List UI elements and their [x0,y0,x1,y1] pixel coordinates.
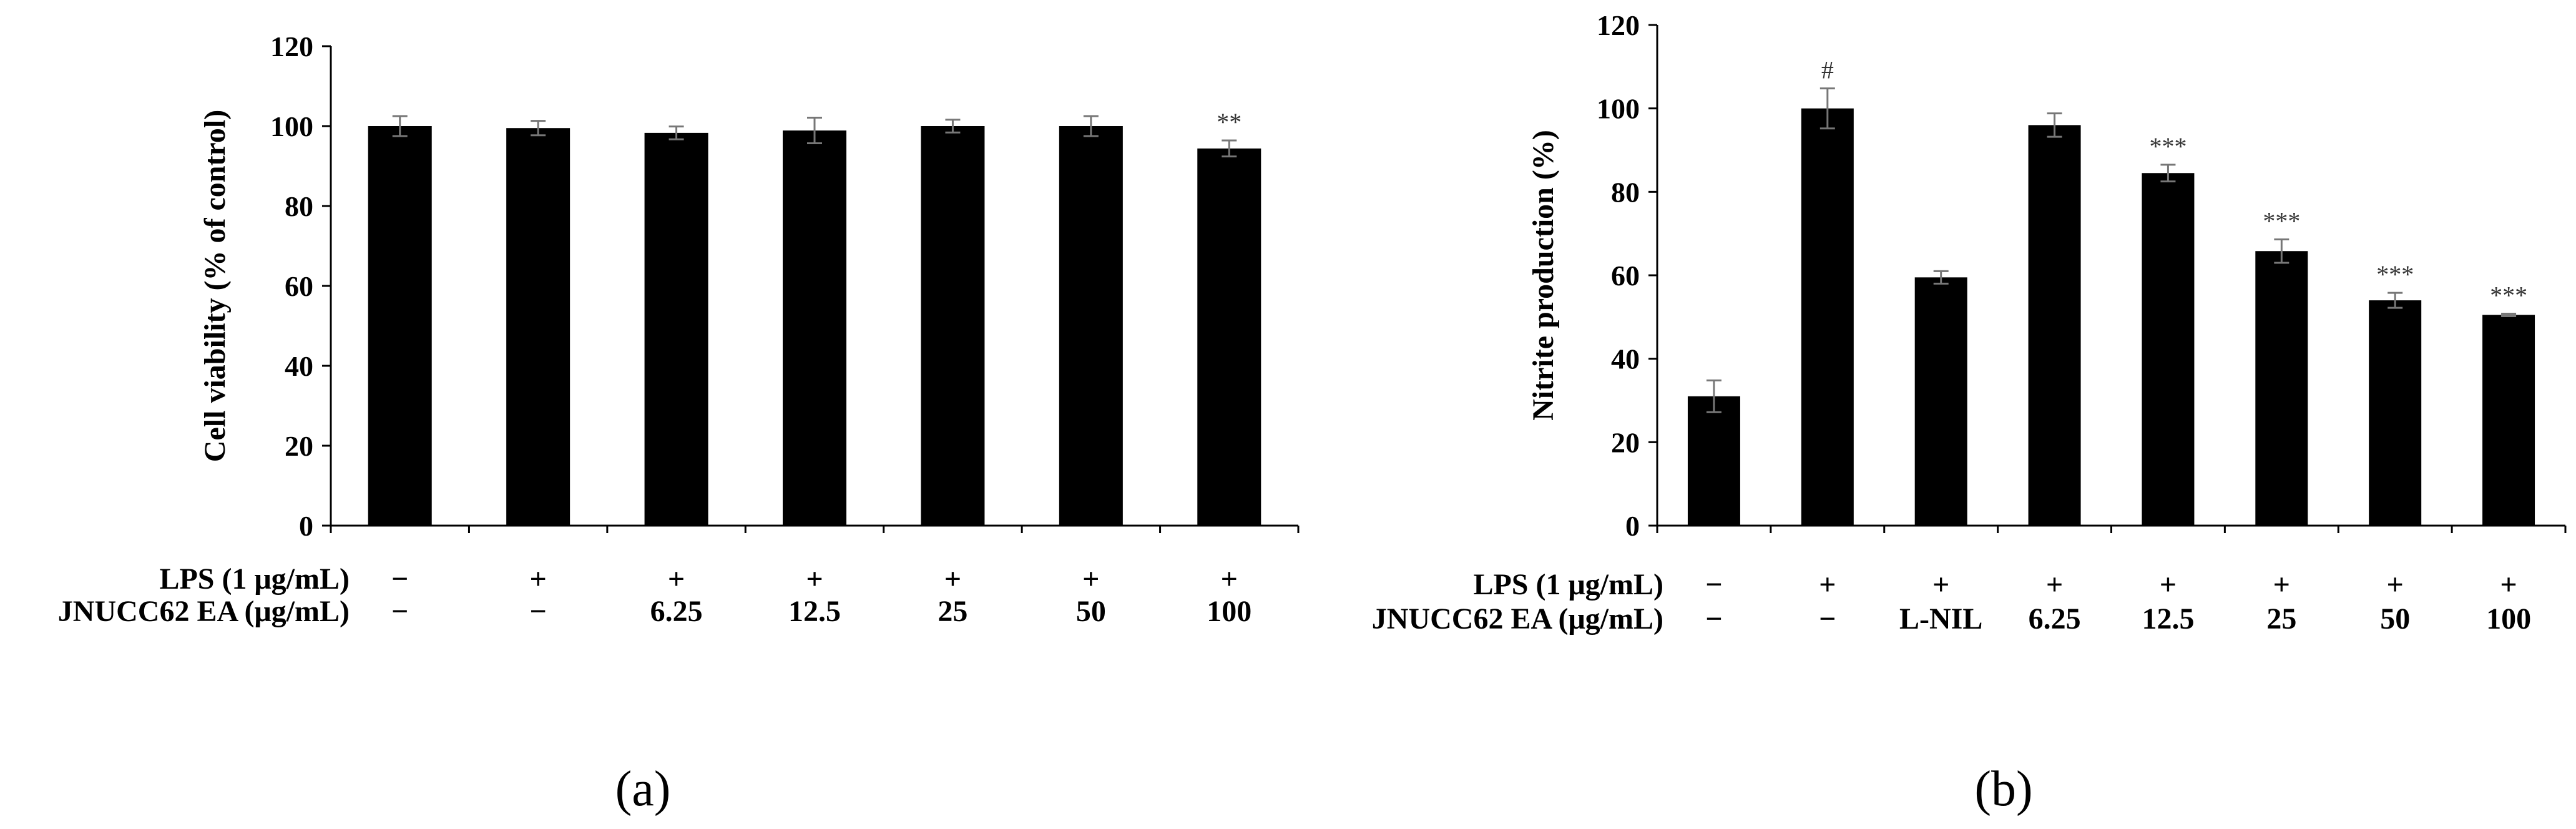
y-tick-label: 60 [285,270,313,302]
bar [921,126,985,526]
treatment-value: − [529,595,546,628]
y-tick-label: 0 [1625,510,1640,542]
treatment-value: + [2046,568,2063,601]
significance-mark: ** [1217,108,1241,136]
bar [783,130,846,526]
bar [2142,173,2195,526]
treatment-value: − [1705,568,1722,601]
bar [2369,300,2422,526]
treatment-value: − [1705,602,1722,635]
y-tick-label: 80 [1611,176,1640,208]
treatment-value: + [1819,568,1836,601]
y-tick-label: 60 [1611,260,1640,292]
treatment-value: + [1221,562,1238,596]
treatment-value: + [2273,568,2290,601]
y-tick-label: 120 [1597,9,1640,41]
bar [1059,126,1123,526]
bar [2255,251,2308,526]
treatment-value: + [1932,568,1949,601]
treatment-value: 25 [938,595,967,628]
treatment-value: + [806,562,823,596]
y-tick-label: 40 [285,350,313,382]
y-tick-label: 100 [270,110,313,142]
treatment-row-label: LPS (1 μg/mL) [159,562,350,596]
y-tick-label: 80 [285,190,313,222]
panel-b-chart: 0 20 40 60 80 100 120 # *** *** *** *** LPS (1 μg/mL… [1372,9,2567,817]
y-tick-label: 120 [270,31,313,62]
treatment-value: + [2387,568,2404,601]
bar [1801,108,1854,526]
treatment-value: 100 [2486,602,2531,635]
treatment-value: + [2160,568,2177,601]
bar [1687,396,1740,526]
treatment-value: + [944,562,961,596]
bar [2482,315,2535,526]
treatment-value: 100 [1207,595,1251,628]
treatment-value: 50 [1076,595,1106,628]
y-tick-label: 20 [285,430,313,462]
bar [506,128,571,526]
bar [644,132,708,526]
treatment-value: + [529,562,546,596]
treatment-value: + [2500,568,2517,601]
significance-mark: *** [2376,260,2414,288]
y-tick-label: 40 [1611,343,1640,375]
bar [2028,125,2081,526]
treatment-row-label: JNUCC62 EA (μg/mL) [1372,602,1663,635]
treatment-value: 25 [2266,602,2296,635]
bar [1914,277,1967,526]
treatment-value: − [391,595,408,628]
significance-mark: *** [2149,132,2187,160]
treatment-row-label: JNUCC62 EA (μg/mL) [58,595,350,628]
bar [368,126,432,526]
treatment-value: L-NIL [1899,602,1982,635]
treatment-value: − [1819,602,1836,635]
treatment-value: 12.5 [2142,602,2194,635]
y-tick-label: 20 [1611,426,1640,458]
significance-mark: *** [2263,207,2300,235]
treatment-value: 6.25 [650,595,703,628]
y-tick-label: 0 [299,510,313,542]
treatment-value: + [1082,562,1099,596]
bar [1197,148,1261,526]
y-axis-title: Cell viability (% of control) [198,110,232,462]
treatment-value: 12.5 [788,595,841,628]
y-tick-label: 100 [1597,93,1640,125]
significance-mark: # [1821,56,1834,84]
treatment-value: 50 [2380,602,2410,635]
y-axis-title: Nitrite production (%) [1527,130,1560,421]
treatment-row-label: LPS (1 μg/mL) [1473,568,1663,601]
treatment-value: + [668,562,685,596]
treatment-value: − [391,562,408,596]
significance-mark: *** [2490,281,2527,309]
treatment-value: 6.25 [2029,602,2081,635]
panel-label: (a) [615,762,671,817]
panel-label: (b) [1974,762,2032,817]
